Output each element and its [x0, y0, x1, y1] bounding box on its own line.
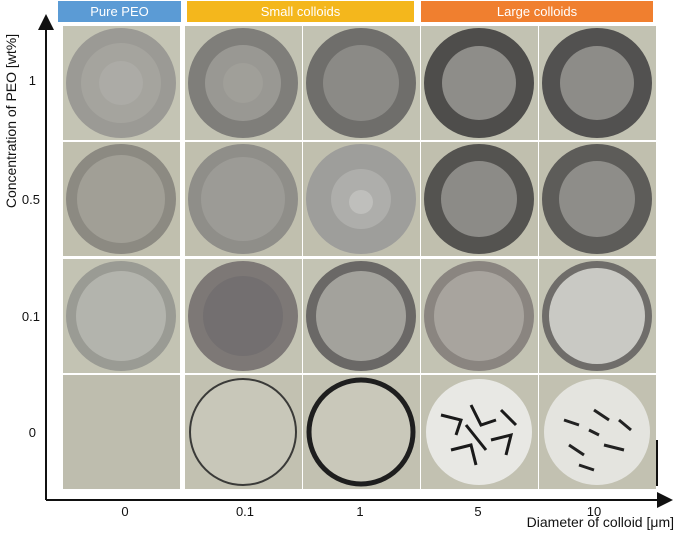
droplet-peo-1-colloid-1: [303, 26, 420, 140]
droplet-peo-1-colloid-5: [421, 26, 538, 140]
header-small-colloids: Small colloids: [187, 1, 414, 22]
droplet-peo-0-colloid-1: [303, 375, 420, 489]
droplet-peo-0-5-colloid-0: [63, 142, 180, 256]
y-axis-title: Concentration of PEO [wt%]: [3, 33, 19, 209]
header-pure-peo: Pure PEO: [58, 1, 181, 22]
droplet-peo-0-1-colloid-1: [303, 259, 420, 373]
droplet-peo-0-1-colloid-0: [63, 259, 180, 373]
droplet-peo-1-colloid-0-1: [185, 26, 302, 140]
x-tick-5: 5: [474, 504, 482, 519]
x-tick-10: 10: [586, 504, 602, 519]
y-tick-1: 1: [28, 73, 36, 88]
droplet-peo-0-colloid-0: [63, 375, 180, 489]
droplet-peo-0-colloid-0-1: [185, 375, 302, 489]
droplet-peo-1-colloid-10: [539, 26, 656, 140]
droplet-peo-0-colloid-5: [421, 375, 538, 489]
droplet-peo-0-5-colloid-0-1: [185, 142, 302, 256]
y-tick-0-1: 0.1: [21, 309, 40, 324]
droplet-peo-0-1-colloid-0-1: [185, 259, 302, 373]
droplet-peo-0-colloid-10: [539, 375, 656, 489]
droplet-peo-0-5-colloid-1: [303, 142, 420, 256]
droplet-peo-0-1-colloid-5: [421, 259, 538, 373]
droplet-peo-1-colloid-0: [63, 26, 180, 140]
x-tick-0-1: 0.1: [235, 504, 255, 519]
x-tick-0: 0: [121, 504, 129, 519]
droplet-peo-0-5-colloid-10: [539, 142, 656, 256]
x-axis-title: Diameter of colloid [μm]: [526, 514, 674, 530]
droplet-peo-0-5-colloid-5: [421, 142, 538, 256]
header-large-colloids: Large colloids: [421, 1, 653, 22]
droplet-peo-0-1-colloid-10: [539, 259, 656, 373]
y-tick-0: 0: [28, 425, 36, 440]
x-tick-1: 1: [356, 504, 364, 519]
y-tick-0-5: 0.5: [21, 192, 40, 207]
